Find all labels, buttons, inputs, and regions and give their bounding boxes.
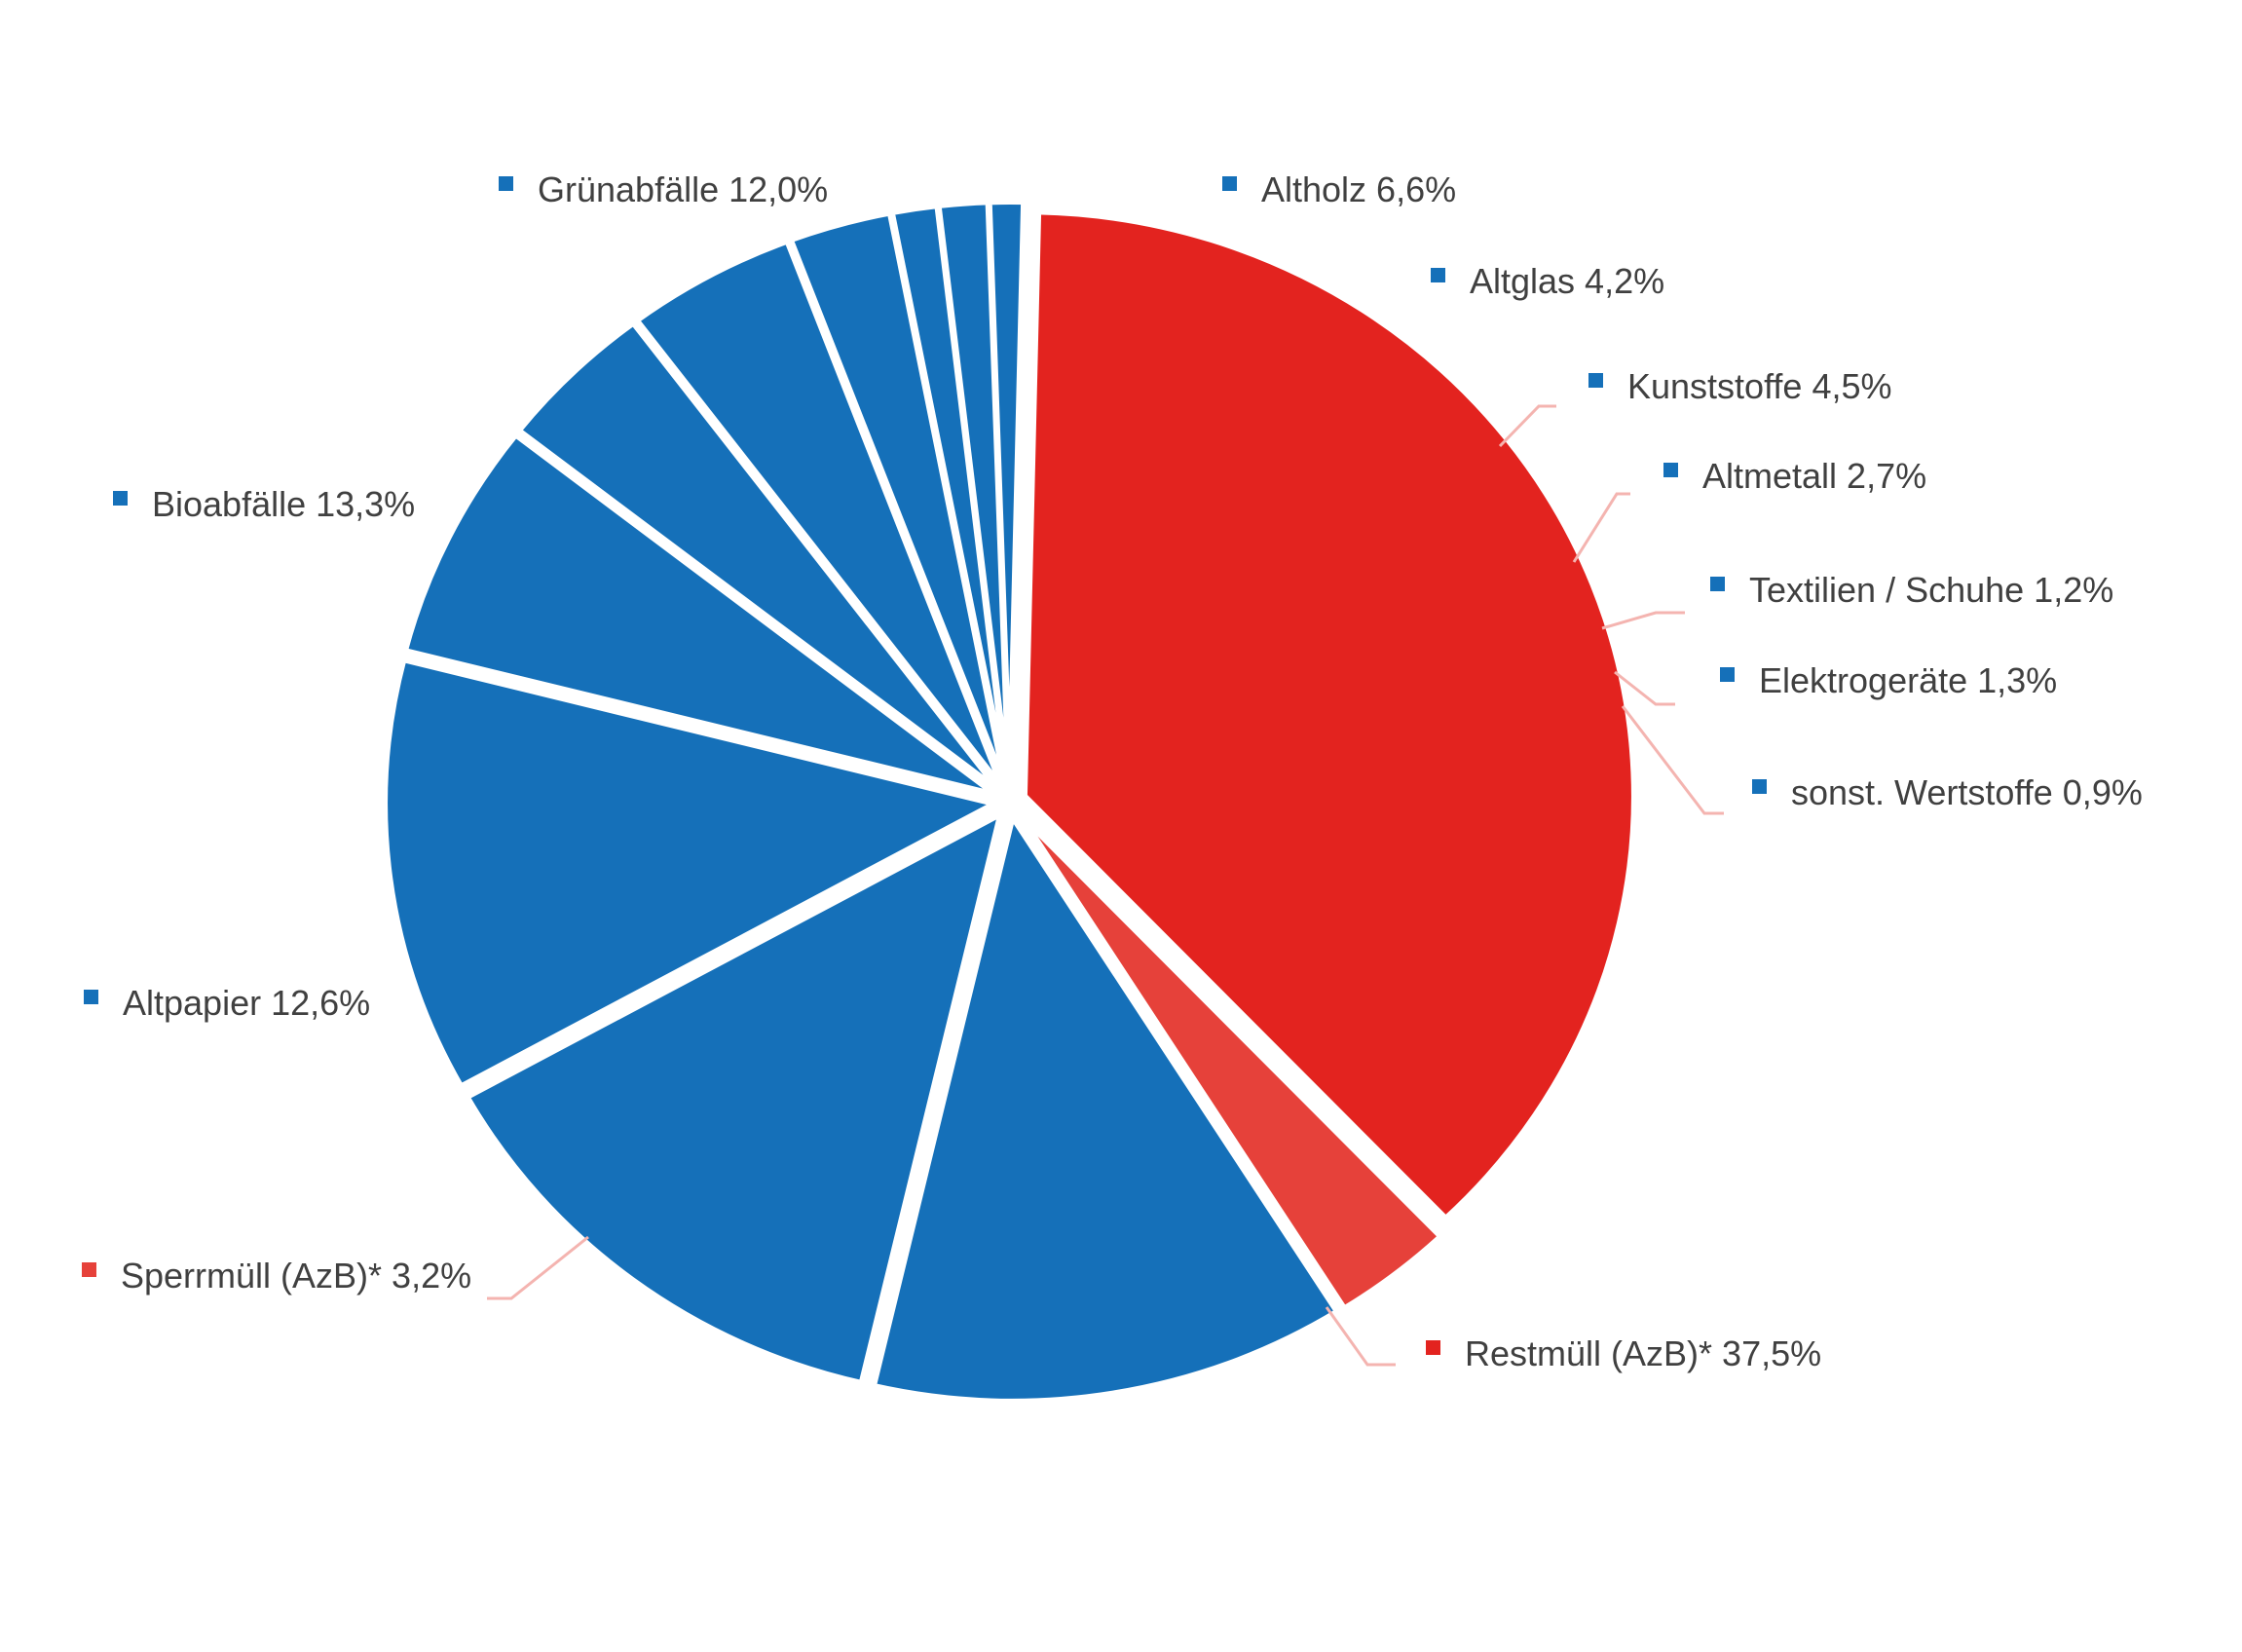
slice-label-altpapier: Altpapier 12,6% bbox=[123, 983, 370, 1023]
legend-square-altpapier bbox=[84, 990, 98, 1004]
legend-square-restmuell-azb bbox=[1426, 1340, 1440, 1355]
pie-slice-sperrmuell-azb bbox=[1016, 810, 1444, 1312]
slice-label-sonst-wertstoffe: sonst. Wertstoffe 0,9% bbox=[1791, 772, 2143, 812]
legend-square-sonst-wertstoffe bbox=[1752, 779, 1767, 794]
pie-slice-altpapier bbox=[870, 813, 1341, 1405]
leader-line-textilien-schuhe bbox=[1601, 611, 1685, 630]
pie-slice-altglas bbox=[515, 319, 1002, 794]
legend-square-elektrogeraete bbox=[1720, 667, 1735, 682]
slice-label-restmuell-azb: Restmüll (AzB)* 37,5% bbox=[1465, 1333, 1821, 1373]
legend-square-altmetall bbox=[1663, 463, 1678, 477]
slice-label-bioabfaelle: Bioabfälle 13,3% bbox=[152, 484, 415, 524]
leader-line-sonst-wertstoffe bbox=[1621, 705, 1724, 815]
leader-line-restmuell-azb bbox=[1325, 1306, 1396, 1367]
leader-line-kunststoffe bbox=[1498, 404, 1556, 448]
slice-label-altglas: Altglas 4,2% bbox=[1470, 261, 1664, 301]
leader-line-sperrmuell-azb bbox=[487, 1235, 589, 1300]
leader-line-elektrogeraete bbox=[1614, 670, 1675, 706]
pie-slice-gruenabfaelle bbox=[382, 657, 998, 1090]
legend-square-textilien-schuhe bbox=[1710, 577, 1725, 591]
leader-lines bbox=[487, 404, 1724, 1367]
legend-square-altholz bbox=[1222, 176, 1237, 191]
slice-label-elektrogeraete: Elektrogeräte 1,3% bbox=[1759, 660, 2057, 700]
slice-label-sperrmuell-azb: Sperrmüll (AzB)* 3,2% bbox=[121, 1256, 471, 1295]
legend-square-gruenabfaelle bbox=[499, 176, 513, 191]
pie-slice-sonst-wertstoffe bbox=[986, 199, 1028, 789]
legend-square-sperrmuell-azb bbox=[82, 1262, 96, 1277]
pie-slice-bioabfaelle bbox=[464, 810, 1004, 1386]
slice-label-textilien-schuhe: Textilien / Schuhe 1,2% bbox=[1749, 570, 2113, 610]
slice-label-gruenabfaelle: Grünabfälle 12,0% bbox=[538, 169, 828, 209]
legend-square-altglas bbox=[1431, 268, 1445, 282]
pie-slice-altholz bbox=[401, 432, 999, 798]
legend-square-bioabfaelle bbox=[113, 491, 128, 506]
slice-label-altmetall: Altmetall 2,7% bbox=[1702, 456, 1926, 496]
slice-label-altholz: Altholz 6,6% bbox=[1261, 169, 1456, 209]
pie-slice-restmuell-azb bbox=[1021, 208, 1637, 1221]
pie-slices bbox=[382, 199, 1637, 1405]
legend-square-kunststoffe bbox=[1588, 373, 1603, 388]
slice-labels: Restmüll (AzB)* 37,5% Sperrmüll (AzB)* 3,… bbox=[82, 169, 2143, 1373]
leader-line-altmetall bbox=[1572, 492, 1630, 563]
slice-label-kunststoffe: Kunststoffe 4,5% bbox=[1627, 366, 1892, 406]
pie-slice-kunststoffe bbox=[633, 238, 1006, 791]
